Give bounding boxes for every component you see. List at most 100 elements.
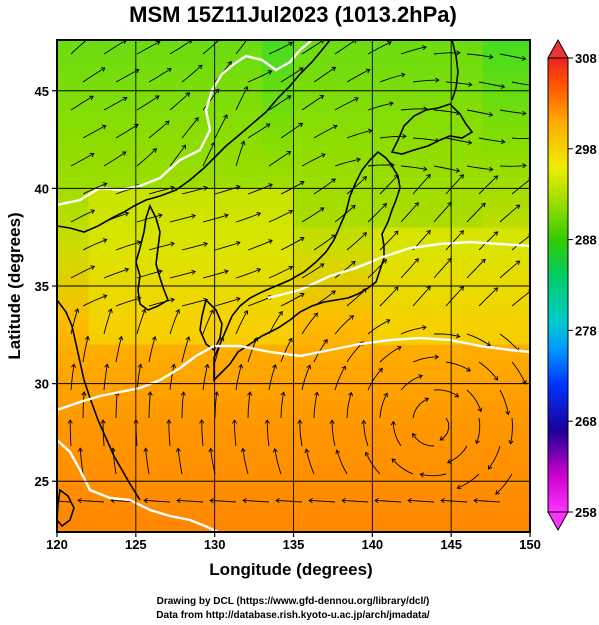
streamline-221 <box>420 473 447 477</box>
streamline-arrow-170 <box>137 363 143 369</box>
streamline-43 <box>115 123 139 139</box>
streamline-144 <box>202 309 214 335</box>
streamline-arrow-48 <box>298 122 304 128</box>
streamline-arrow-5 <box>250 35 254 39</box>
streamline-183 <box>115 391 118 419</box>
streamline-arrow-16 <box>167 67 172 73</box>
streamline-arrow-116 <box>224 269 229 275</box>
streamline-67 <box>433 165 460 172</box>
streamline-arrow-22 <box>365 68 371 74</box>
streamline-arrow-163 <box>396 346 402 351</box>
streamline-82 <box>478 175 498 195</box>
streamline-160 <box>280 338 293 363</box>
streamline-125 <box>499 260 520 279</box>
streamline-arrow-214 <box>208 447 214 453</box>
streamline-arrow-80 <box>426 173 431 179</box>
streamline-182 <box>82 391 85 419</box>
streamline-arrow-77 <box>331 178 336 183</box>
streamline-130 <box>214 297 241 307</box>
streamline-1 <box>103 40 127 55</box>
streamline-136 <box>412 286 431 307</box>
streamline-129 <box>181 299 208 307</box>
streamline-196 <box>69 420 72 447</box>
streamline-arrow-120 <box>351 260 356 266</box>
streamline-55 <box>511 137 530 140</box>
streamline-arrow-188 <box>280 391 286 396</box>
streamline-arrow-152 <box>486 341 491 347</box>
streamline-115 <box>169 271 196 279</box>
streamline-174 <box>268 364 276 391</box>
streamline-arrow-137 <box>459 286 464 291</box>
streamline-arrow-117 <box>256 267 262 273</box>
streamline-arrow-61 <box>240 140 246 146</box>
streamline-arrow-138 <box>493 287 499 292</box>
streamline-arrow-125 <box>515 260 521 265</box>
streamline-arrow-179 <box>454 392 460 398</box>
streamline-143 <box>169 309 180 335</box>
streamline-arrow-112 <box>90 265 96 270</box>
streamline-77 <box>313 178 336 195</box>
streamline-arrow-13 <box>521 55 527 61</box>
streamline-54 <box>478 137 505 143</box>
streamline-arrow-10 <box>422 45 427 51</box>
streamline-111 <box>511 235 530 251</box>
streamline-0 <box>70 40 88 55</box>
streamline-25 <box>445 81 472 86</box>
korea-coastline <box>135 203 169 311</box>
streamline-23 <box>379 73 405 83</box>
streamline-170 <box>136 364 142 391</box>
streamline-50 <box>346 129 372 139</box>
streamline-arrow-94 <box>414 202 419 207</box>
streamline-arrow-122 <box>414 258 419 263</box>
streamline-94 <box>400 202 419 223</box>
streamline-165 <box>445 361 471 372</box>
streamline-arrow-182 <box>81 391 87 396</box>
streamline-142 <box>136 309 146 335</box>
streamline-128 <box>148 298 175 307</box>
streamline-100 <box>148 242 175 251</box>
streamline-arrow-196 <box>67 419 73 424</box>
streamline-arrow-236 <box>440 498 445 504</box>
streamline-184 <box>148 391 151 419</box>
streamline-arrow-171 <box>171 363 177 369</box>
streamline-215 <box>242 448 249 475</box>
streamline-122 <box>400 258 419 279</box>
streamline-205 <box>363 420 369 447</box>
streamline-arrow-64 <box>356 157 361 163</box>
streamline-19 <box>247 70 272 83</box>
streamline-arrow-49 <box>332 124 338 130</box>
streamline-168 <box>70 364 75 391</box>
streamline-117 <box>235 268 261 279</box>
streamline-167 <box>511 361 527 385</box>
streamline-48 <box>280 123 303 139</box>
streamline-arrow-91 <box>319 207 325 212</box>
streamline-arrow-44 <box>164 120 170 126</box>
streamline-arrow-144 <box>209 309 214 315</box>
streamline-140 <box>70 308 79 335</box>
streamline-217 <box>305 449 315 475</box>
x-tick-label-135: 135 <box>283 537 305 552</box>
streamline-84 <box>70 209 95 223</box>
streamline-arrow-145 <box>243 309 249 315</box>
streamline-arrow-96 <box>481 202 486 208</box>
streamline-189 <box>313 392 318 419</box>
streamline-arrow-203 <box>297 419 303 424</box>
streamline-arrow-194 <box>475 439 480 445</box>
streamline-192 <box>412 398 429 419</box>
colorbar-tick-label-288: 288 <box>575 233 597 248</box>
y-tick-label-25: 25 <box>35 474 49 489</box>
streamline-arrow-204 <box>329 419 335 424</box>
streamline-97 <box>499 204 520 223</box>
streamline-arrow-205 <box>361 419 367 425</box>
streamline-231 <box>276 499 303 503</box>
streamline-149 <box>367 319 391 335</box>
streamline-arrow-232 <box>308 498 313 504</box>
streamline-152 <box>466 333 491 346</box>
streamline-74 <box>214 185 241 195</box>
streamline-arrow-221 <box>419 472 425 478</box>
streamline-164 <box>412 356 439 363</box>
streamline-32 <box>202 88 220 111</box>
streamline-arrow-217 <box>304 448 310 454</box>
streamline-arrow-82 <box>493 175 499 180</box>
streamline-87 <box>169 215 196 223</box>
